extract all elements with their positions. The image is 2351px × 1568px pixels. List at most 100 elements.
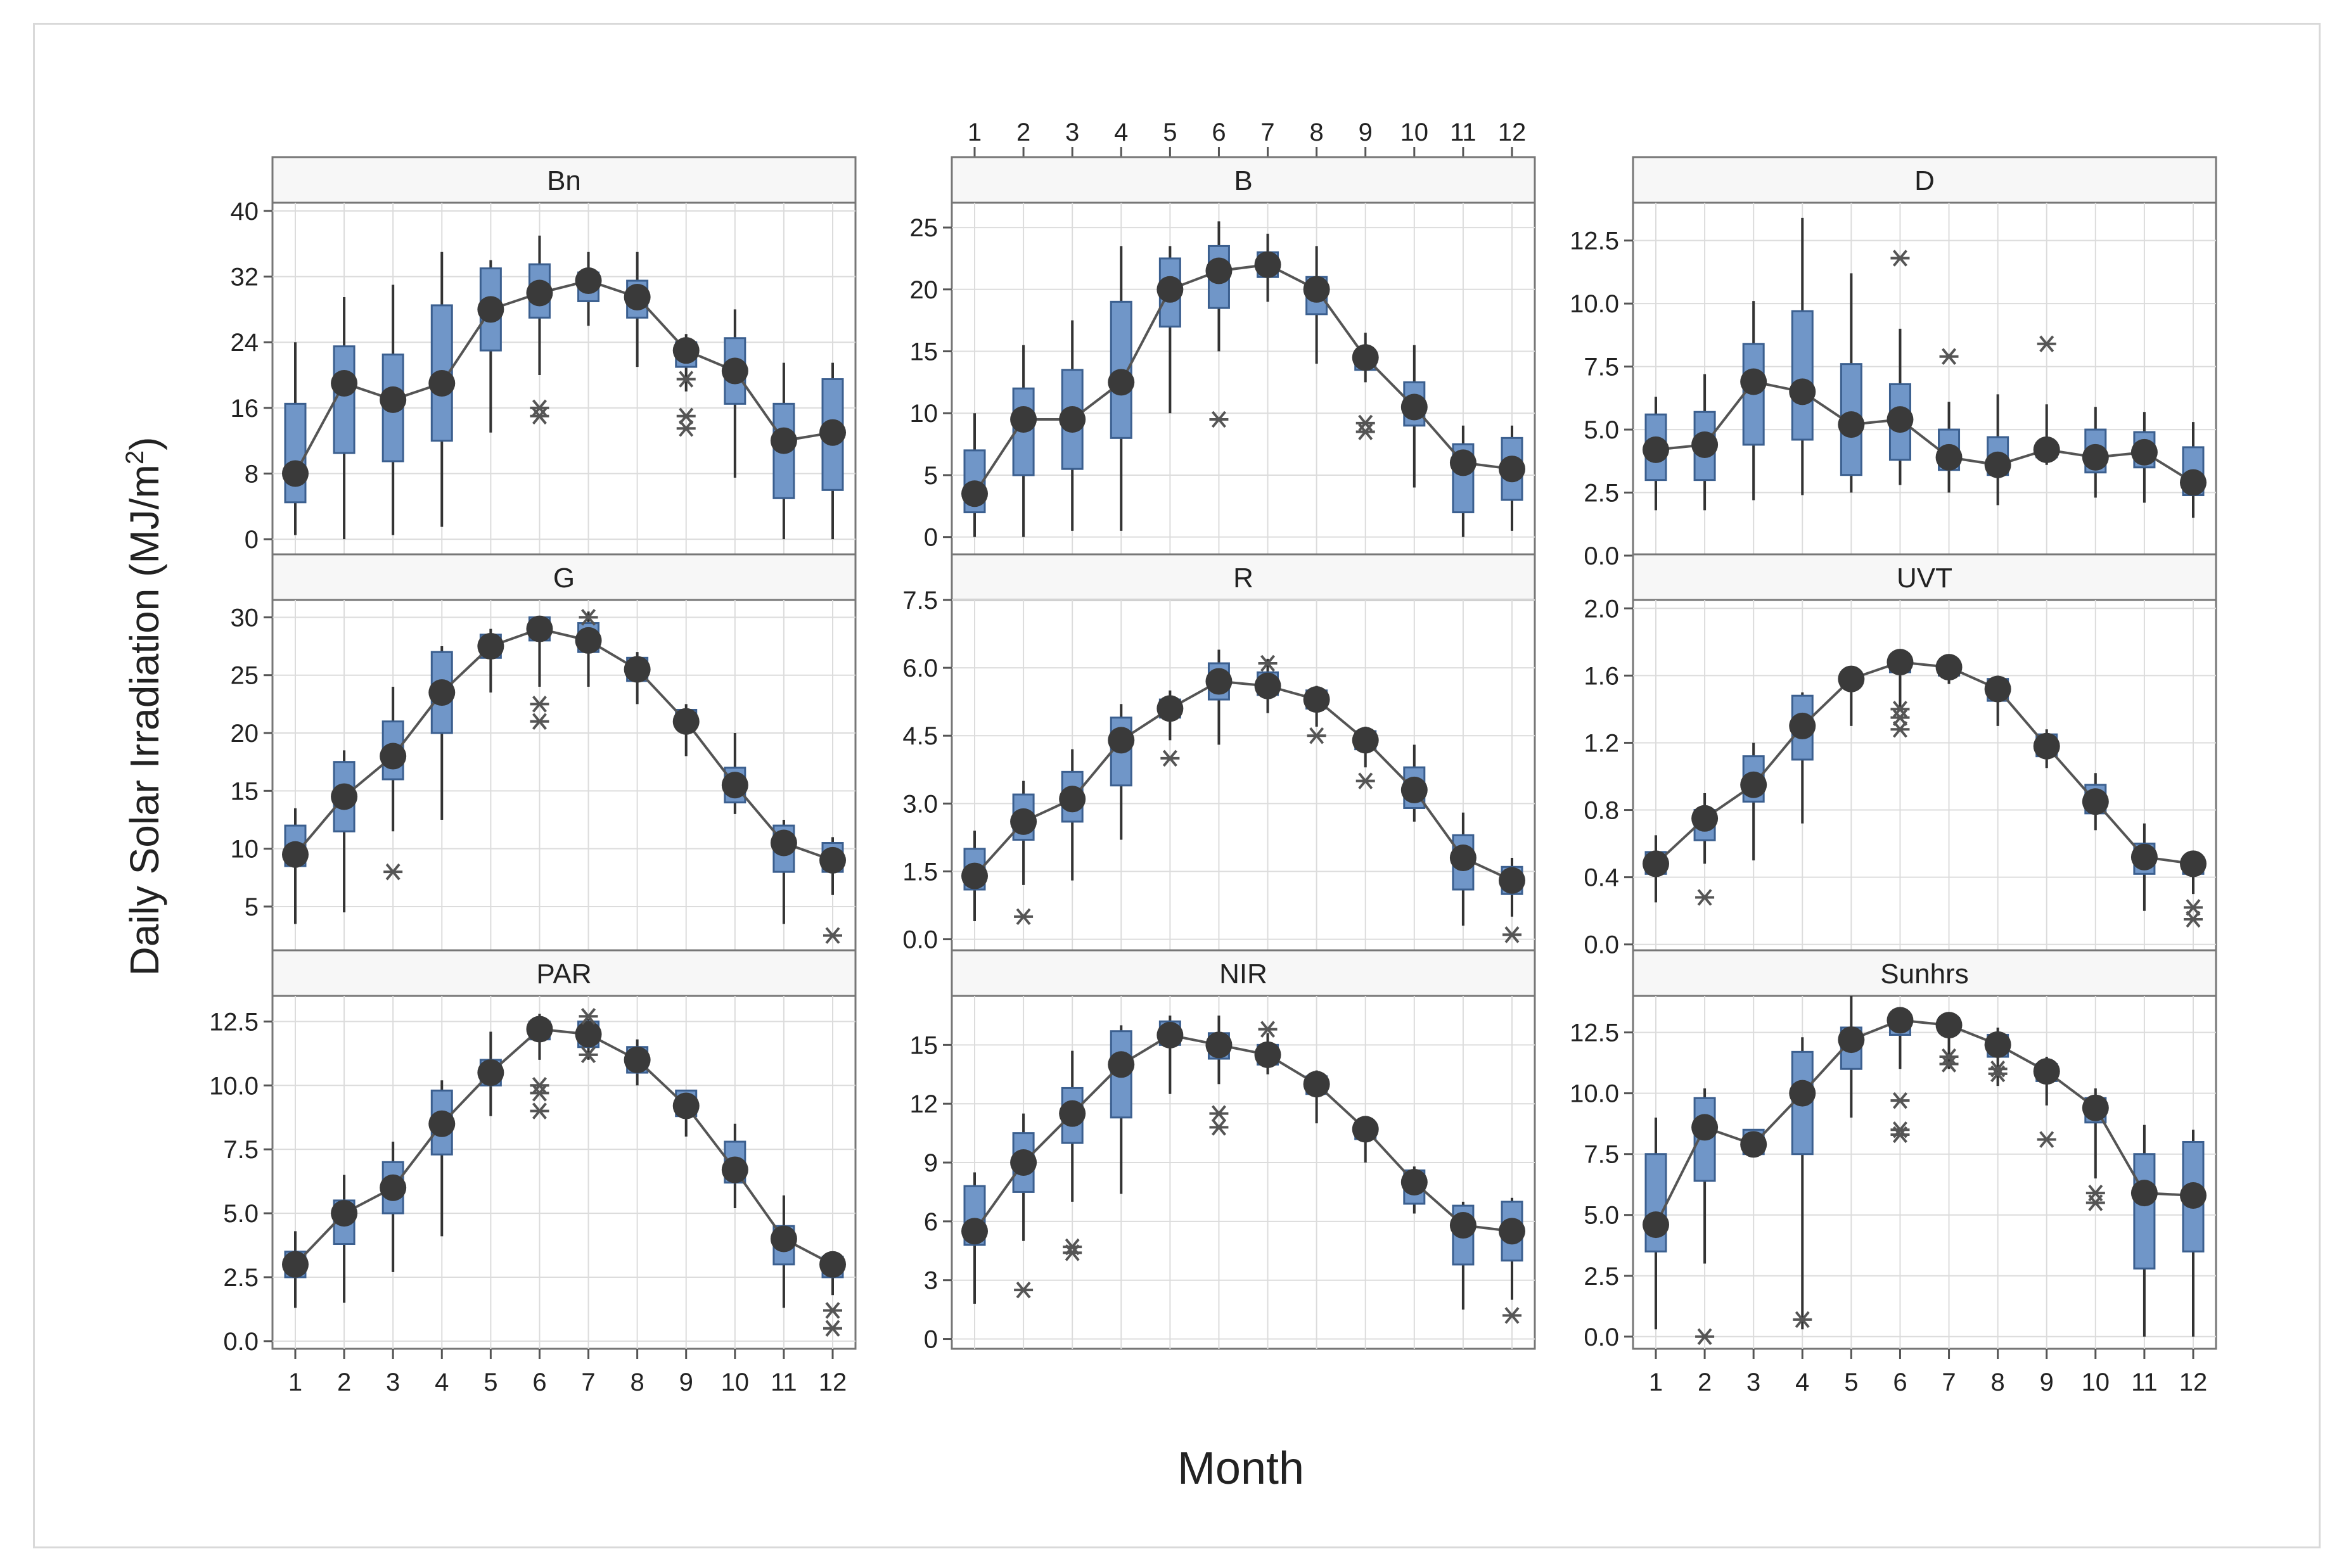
mean-dot bbox=[1643, 850, 1669, 877]
panel-title: PAR bbox=[536, 959, 591, 990]
x-tick-label-bottom: 11 bbox=[2131, 1368, 2158, 1396]
mean-dot bbox=[1643, 436, 1669, 463]
x-tick-label-top: 1 bbox=[968, 118, 982, 146]
mean-dot bbox=[1254, 1041, 1281, 1068]
outlier-stroke bbox=[679, 407, 694, 425]
y-tick-label: 5.0 bbox=[1584, 416, 1619, 444]
outlier-stroke bbox=[1016, 1281, 1031, 1299]
x-tick-label-top: 4 bbox=[1114, 118, 1128, 146]
mean-dot bbox=[624, 656, 651, 683]
outlier-point bbox=[1063, 1238, 1082, 1256]
mean-dot bbox=[819, 419, 846, 446]
panel-title: D bbox=[1914, 165, 1935, 196]
outlier-stroke bbox=[1942, 348, 1957, 365]
x-tick-label-bottom: 6 bbox=[1893, 1368, 1907, 1396]
x-tick-label-top: 10 bbox=[1400, 118, 1429, 146]
y-tick-label: 2.5 bbox=[1584, 1263, 1619, 1291]
x-tick-label-bottom: 2 bbox=[337, 1368, 351, 1396]
panel-plot-area bbox=[271, 995, 857, 1350]
mean-dot bbox=[1010, 808, 1037, 835]
y-tick-label: 4.5 bbox=[902, 722, 938, 750]
outlier-point bbox=[1793, 1311, 1812, 1329]
y-tick-label: 0.0 bbox=[1584, 1323, 1619, 1351]
outlier-point bbox=[1890, 1121, 1910, 1138]
panel-r: R 0.0 1.5 3.0 4.5 6.0 7.5 bbox=[902, 553, 1536, 954]
mean-dot bbox=[721, 357, 748, 385]
y-tick-label: 32 bbox=[231, 264, 259, 291]
mean-dot bbox=[1400, 1168, 1428, 1195]
outlier-point bbox=[1209, 1105, 1229, 1122]
panel-strip bbox=[951, 553, 1536, 601]
mean-dot bbox=[1156, 695, 1184, 722]
outlier-point bbox=[1258, 654, 1278, 672]
outlier-stroke bbox=[385, 863, 400, 881]
mean-dot bbox=[672, 708, 700, 735]
x-tick-label-bottom: 9 bbox=[679, 1368, 693, 1396]
panel-uvt: UVT 0.0 0.4 0.8 1.2 1.6 2.0 bbox=[1584, 553, 2217, 959]
outlier-stroke bbox=[825, 927, 840, 944]
x-tick-label-top: 2 bbox=[1016, 118, 1030, 146]
mean-dot bbox=[477, 1059, 504, 1087]
mean-dot bbox=[1059, 1100, 1086, 1127]
outlier-point bbox=[1258, 1021, 1278, 1038]
outlier-stroke bbox=[1065, 1238, 1080, 1256]
outlier-stroke bbox=[1162, 749, 1177, 767]
x-tick-label-bottom: 2 bbox=[1698, 1368, 1712, 1396]
panel-title: B bbox=[1234, 165, 1252, 196]
y-tick-label: 5.0 bbox=[1584, 1202, 1619, 1230]
y-tick-label: 0.0 bbox=[1584, 931, 1619, 959]
outlier-point bbox=[676, 371, 696, 388]
outlier-point bbox=[579, 609, 598, 626]
y-tick-label: 15 bbox=[910, 338, 938, 366]
mean-dot bbox=[1887, 1007, 1914, 1034]
outlier-stroke bbox=[1795, 1311, 1810, 1329]
mean-dot bbox=[2180, 469, 2207, 496]
outlier-point bbox=[530, 1085, 549, 1102]
x-tick-label-bottom: 9 bbox=[2040, 1368, 2054, 1396]
y-tick-label: 2.5 bbox=[223, 1264, 259, 1292]
mean-dot bbox=[961, 480, 988, 507]
x-tick-label-top: 5 bbox=[1163, 118, 1177, 146]
panel-plot-area bbox=[271, 201, 857, 557]
mean-dot bbox=[2130, 438, 2158, 466]
panel-strip bbox=[1632, 949, 2217, 997]
x-tick-label-top: 6 bbox=[1212, 118, 1226, 146]
panel-plot-area bbox=[951, 995, 1536, 1350]
mean-dot bbox=[331, 783, 358, 810]
panel-title: G bbox=[553, 563, 575, 594]
mean-dot bbox=[428, 679, 456, 706]
outlier-point bbox=[1939, 1048, 1959, 1066]
y-tick-label: 5.0 bbox=[223, 1200, 259, 1228]
box bbox=[333, 345, 356, 454]
mean-dot bbox=[770, 829, 797, 857]
y-tick-label: 0.4 bbox=[1584, 864, 1619, 892]
outlier-stroke bbox=[1697, 1328, 1712, 1346]
outlier-stroke bbox=[2088, 1184, 2103, 1202]
panel-strip bbox=[271, 156, 857, 204]
y-tick-label: 12 bbox=[910, 1090, 938, 1118]
x-tick-label-bottom: 12 bbox=[2179, 1368, 2208, 1396]
x-tick-label-bottom: 8 bbox=[1991, 1368, 2005, 1396]
outlier-stroke bbox=[1309, 727, 1324, 744]
y-axis-label-text: Daily Solar Irradiation (MJ/m bbox=[122, 464, 167, 976]
y-tick-label: 7.5 bbox=[223, 1136, 259, 1164]
x-tick-label-bottom: 4 bbox=[435, 1368, 449, 1396]
mean-dot bbox=[2082, 1094, 2109, 1121]
mean-dot bbox=[1984, 675, 2011, 703]
mean-dot bbox=[1838, 411, 1865, 438]
outlier-point bbox=[823, 1320, 842, 1337]
panel-title: Sunhrs bbox=[1880, 959, 1968, 990]
panel-strip bbox=[271, 553, 857, 601]
y-tick-label: 10.0 bbox=[1570, 1080, 1619, 1108]
panel-strip bbox=[1632, 553, 2217, 601]
outlier-stroke bbox=[1211, 411, 1226, 428]
y-tick-label: 12.5 bbox=[1570, 227, 1619, 255]
outlier-stroke bbox=[1892, 701, 1907, 718]
outlier-point bbox=[1890, 1092, 1910, 1109]
panel-bn: Bn 0 8 16 24 32 40 bbox=[231, 156, 857, 557]
x-tick-label-bottom: 6 bbox=[532, 1368, 546, 1396]
outlier-point bbox=[1014, 908, 1034, 926]
outlier-point bbox=[676, 407, 696, 425]
panel-title: UVT bbox=[1897, 563, 1952, 594]
mean-dot bbox=[1449, 1212, 1477, 1239]
